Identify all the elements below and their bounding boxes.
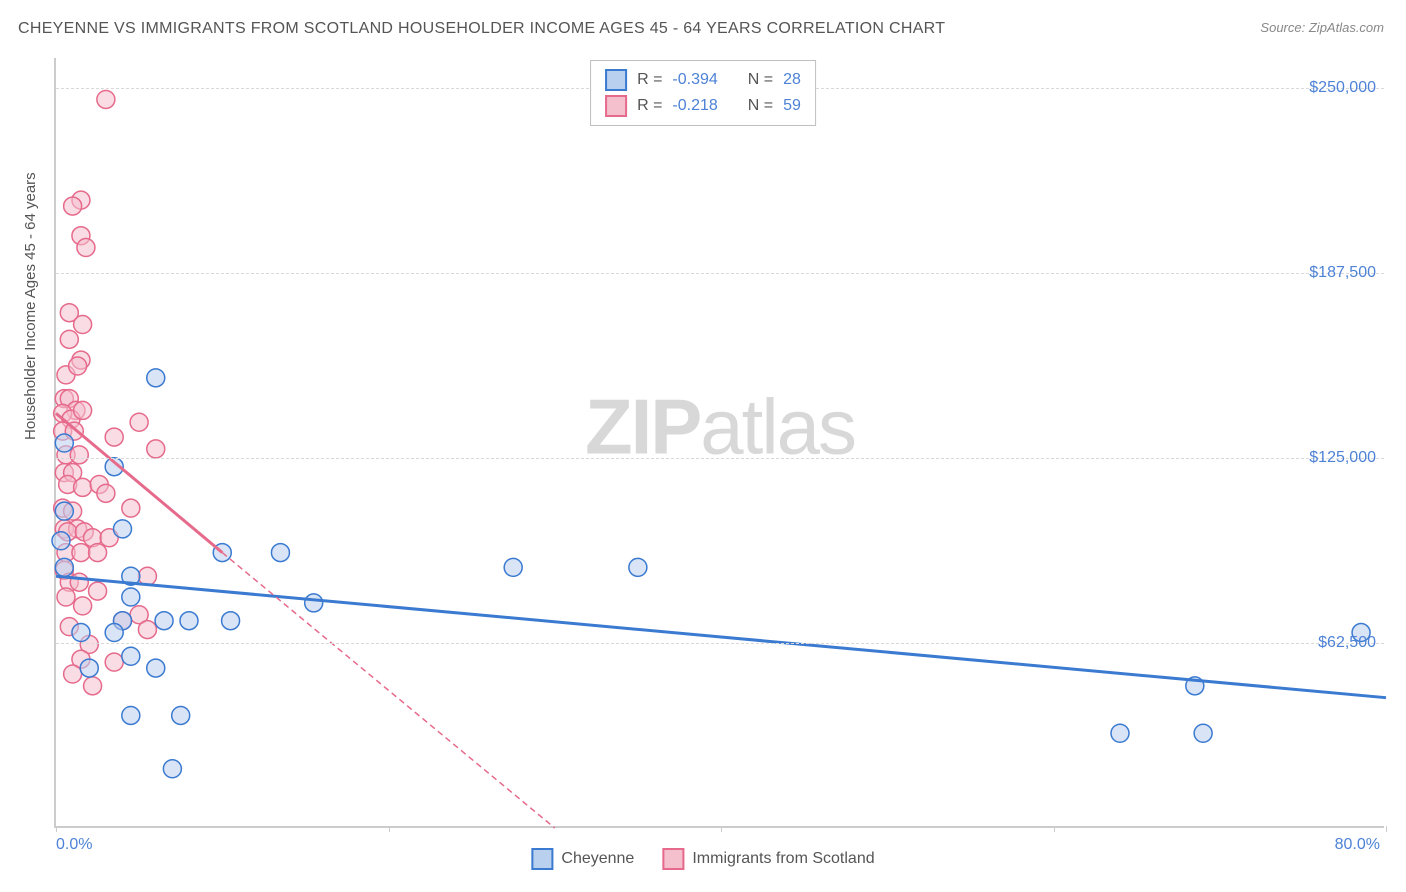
data-point — [122, 706, 140, 724]
legend-series-item: Cheyenne — [531, 848, 634, 870]
data-point — [74, 316, 92, 334]
legend-label: Immigrants from Scotland — [692, 850, 874, 868]
x-tick-label-start: 0.0% — [56, 836, 92, 854]
x-tick — [389, 826, 390, 832]
data-point — [180, 612, 198, 630]
data-point — [163, 760, 181, 778]
data-point — [72, 624, 90, 642]
y-tick-label: $125,000 — [1309, 449, 1376, 467]
legend-stats-row: R = -0.394 N = 28 — [605, 67, 801, 93]
plot-area: ZIPatlas $62,500$125,000$187,500$250,000… — [54, 58, 1384, 828]
plot-svg — [56, 58, 1384, 826]
data-point — [55, 502, 73, 520]
chart-title: CHEYENNE VS IMMIGRANTS FROM SCOTLAND HOU… — [18, 20, 945, 38]
trend-line — [56, 576, 1386, 697]
data-point — [130, 413, 148, 431]
source-attribution: Source: ZipAtlas.com — [1260, 20, 1384, 35]
y-axis-title: Householder Income Ages 45 - 64 years — [22, 172, 39, 440]
legend-swatch — [662, 848, 684, 870]
x-tick — [56, 826, 57, 832]
data-point — [504, 558, 522, 576]
data-point — [70, 573, 88, 591]
data-point — [52, 532, 70, 550]
x-tick — [1386, 826, 1387, 832]
legend-label: Cheyenne — [561, 850, 634, 868]
r-value: -0.218 — [672, 97, 717, 115]
trend-line-extrapolated — [222, 553, 555, 828]
data-point — [147, 369, 165, 387]
data-point — [105, 653, 123, 671]
x-tick — [1054, 826, 1055, 832]
data-point — [64, 197, 82, 215]
data-point — [172, 706, 190, 724]
data-point — [138, 621, 156, 639]
n-label: N = — [748, 97, 773, 115]
data-point — [222, 612, 240, 630]
data-point — [70, 446, 88, 464]
legend-swatch — [605, 69, 627, 91]
legend-swatch — [531, 848, 553, 870]
data-point — [74, 597, 92, 615]
legend-swatch — [605, 95, 627, 117]
x-tick-label-end: 80.0% — [1335, 836, 1380, 854]
data-point — [57, 588, 75, 606]
data-point — [105, 624, 123, 642]
data-point — [89, 544, 107, 562]
y-tick-label: $250,000 — [1309, 79, 1376, 97]
y-tick-label: $62,500 — [1318, 634, 1376, 652]
gridline — [56, 273, 1384, 274]
data-point — [64, 665, 82, 683]
data-point — [147, 440, 165, 458]
data-point — [80, 659, 98, 677]
data-point — [271, 544, 289, 562]
source-label: Source: — [1260, 20, 1305, 35]
data-point — [147, 659, 165, 677]
gridline — [56, 458, 1384, 459]
r-label: R = — [637, 71, 662, 89]
legend-series-item: Immigrants from Scotland — [662, 848, 874, 870]
data-point — [60, 330, 78, 348]
legend-series: Cheyenne Immigrants from Scotland — [531, 848, 874, 870]
data-point — [77, 239, 95, 257]
data-point — [97, 484, 115, 502]
r-label: R = — [637, 97, 662, 115]
data-point — [305, 594, 323, 612]
data-point — [155, 612, 173, 630]
n-value: 59 — [783, 97, 801, 115]
data-point — [105, 428, 123, 446]
data-point — [122, 588, 140, 606]
data-point — [122, 499, 140, 517]
correlation-chart: CHEYENNE VS IMMIGRANTS FROM SCOTLAND HOU… — [0, 0, 1406, 892]
data-point — [629, 558, 647, 576]
data-point — [55, 558, 73, 576]
legend-stats-row: R = -0.218 N = 59 — [605, 93, 801, 119]
data-point — [1111, 724, 1129, 742]
data-point — [74, 401, 92, 419]
n-value: 28 — [783, 71, 801, 89]
data-point — [55, 434, 73, 452]
data-point — [69, 357, 87, 375]
data-point — [97, 90, 115, 108]
x-tick — [721, 826, 722, 832]
data-point — [114, 520, 132, 538]
data-point — [74, 478, 92, 496]
legend-stats: R = -0.394 N = 28 R = -0.218 N = 59 — [590, 60, 816, 126]
r-value: -0.394 — [672, 71, 717, 89]
n-label: N = — [748, 71, 773, 89]
data-point — [1194, 724, 1212, 742]
source-name: ZipAtlas.com — [1309, 20, 1384, 35]
data-point — [72, 544, 90, 562]
data-point — [122, 647, 140, 665]
gridline — [56, 643, 1384, 644]
y-tick-label: $187,500 — [1309, 264, 1376, 282]
data-point — [89, 582, 107, 600]
data-point — [84, 677, 102, 695]
